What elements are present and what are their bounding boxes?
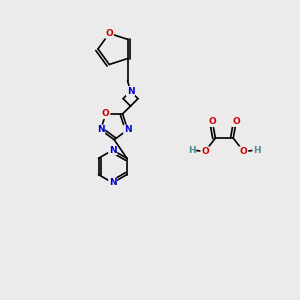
Text: H: H	[253, 146, 261, 154]
Text: O: O	[232, 117, 240, 126]
Text: N: N	[109, 146, 116, 154]
Text: O: O	[201, 147, 209, 156]
Text: N: N	[124, 125, 132, 134]
Text: O: O	[105, 29, 113, 38]
Text: N: N	[127, 87, 134, 96]
Text: O: O	[102, 110, 110, 118]
Text: O: O	[208, 117, 216, 126]
Text: N: N	[109, 178, 116, 187]
Text: H: H	[188, 146, 195, 154]
Text: N: N	[97, 125, 104, 134]
Text: O: O	[240, 147, 248, 156]
